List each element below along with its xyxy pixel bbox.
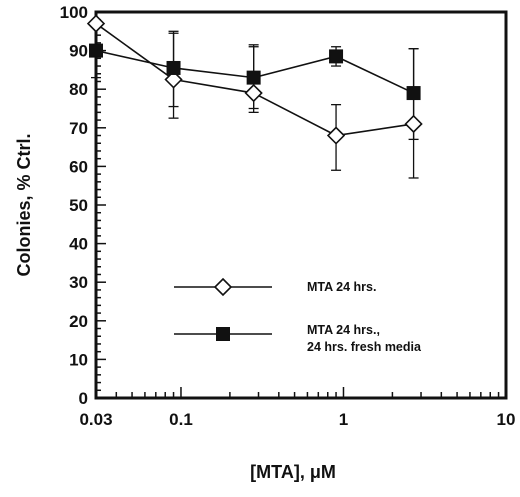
data-point-series-1	[244, 83, 263, 103]
y-tick-label: 80	[69, 80, 88, 99]
legend-marker-1	[213, 277, 233, 297]
y-tick-label: 90	[69, 42, 88, 61]
y-tick-label: 60	[69, 157, 88, 176]
data-points	[86, 14, 423, 145]
y-tick-label: 20	[69, 312, 88, 331]
data-point-series-2	[329, 49, 344, 64]
axis-ticks: 0 10 20 30 40 50 60 70 80 90 100 0.03 0.1 1 10	[60, 3, 516, 429]
data-point-series-1	[326, 126, 346, 145]
x-tick-label: 10	[497, 410, 516, 429]
y-tick-label: 10	[69, 350, 88, 369]
y-tick-label: 40	[69, 235, 88, 254]
legend-label-2: 24 hrs. fresh media	[307, 340, 422, 354]
plot-frame	[94, 10, 508, 400]
y-axis-title: Colonies, % Ctrl.	[14, 133, 34, 276]
data-point-series-2	[246, 70, 261, 85]
data-point-series-2	[406, 86, 421, 101]
x-tick-label: 0.1	[169, 410, 193, 429]
x-axis-title: [MTA], μM	[250, 462, 336, 482]
data-point-series-1	[404, 114, 423, 134]
error-bars	[91, 30, 419, 179]
legend-label-2: MTA 24 hrs.,	[307, 323, 380, 337]
x-tick-label: 0.03	[79, 410, 112, 429]
legend: MTA 24 hrs. MTA 24 hrs., 24 hrs. fresh med…	[174, 277, 422, 354]
plot-area-border	[94, 10, 508, 400]
x-tick-label: 1	[339, 410, 348, 429]
data-point-series-2	[166, 60, 181, 75]
legend-marker-2	[216, 327, 230, 341]
y-tick-label: 70	[69, 119, 88, 138]
data-point-series-1	[164, 70, 183, 89]
y-tick-label: 50	[69, 196, 88, 215]
y-tick-label: 0	[79, 389, 88, 408]
data-point-series-2	[89, 43, 103, 58]
data-point-series-1	[86, 14, 106, 33]
legend-label-1: MTA 24 hrs.	[307, 280, 376, 294]
y-tick-label: 30	[69, 273, 88, 292]
y-tick-label: 100	[60, 3, 88, 22]
